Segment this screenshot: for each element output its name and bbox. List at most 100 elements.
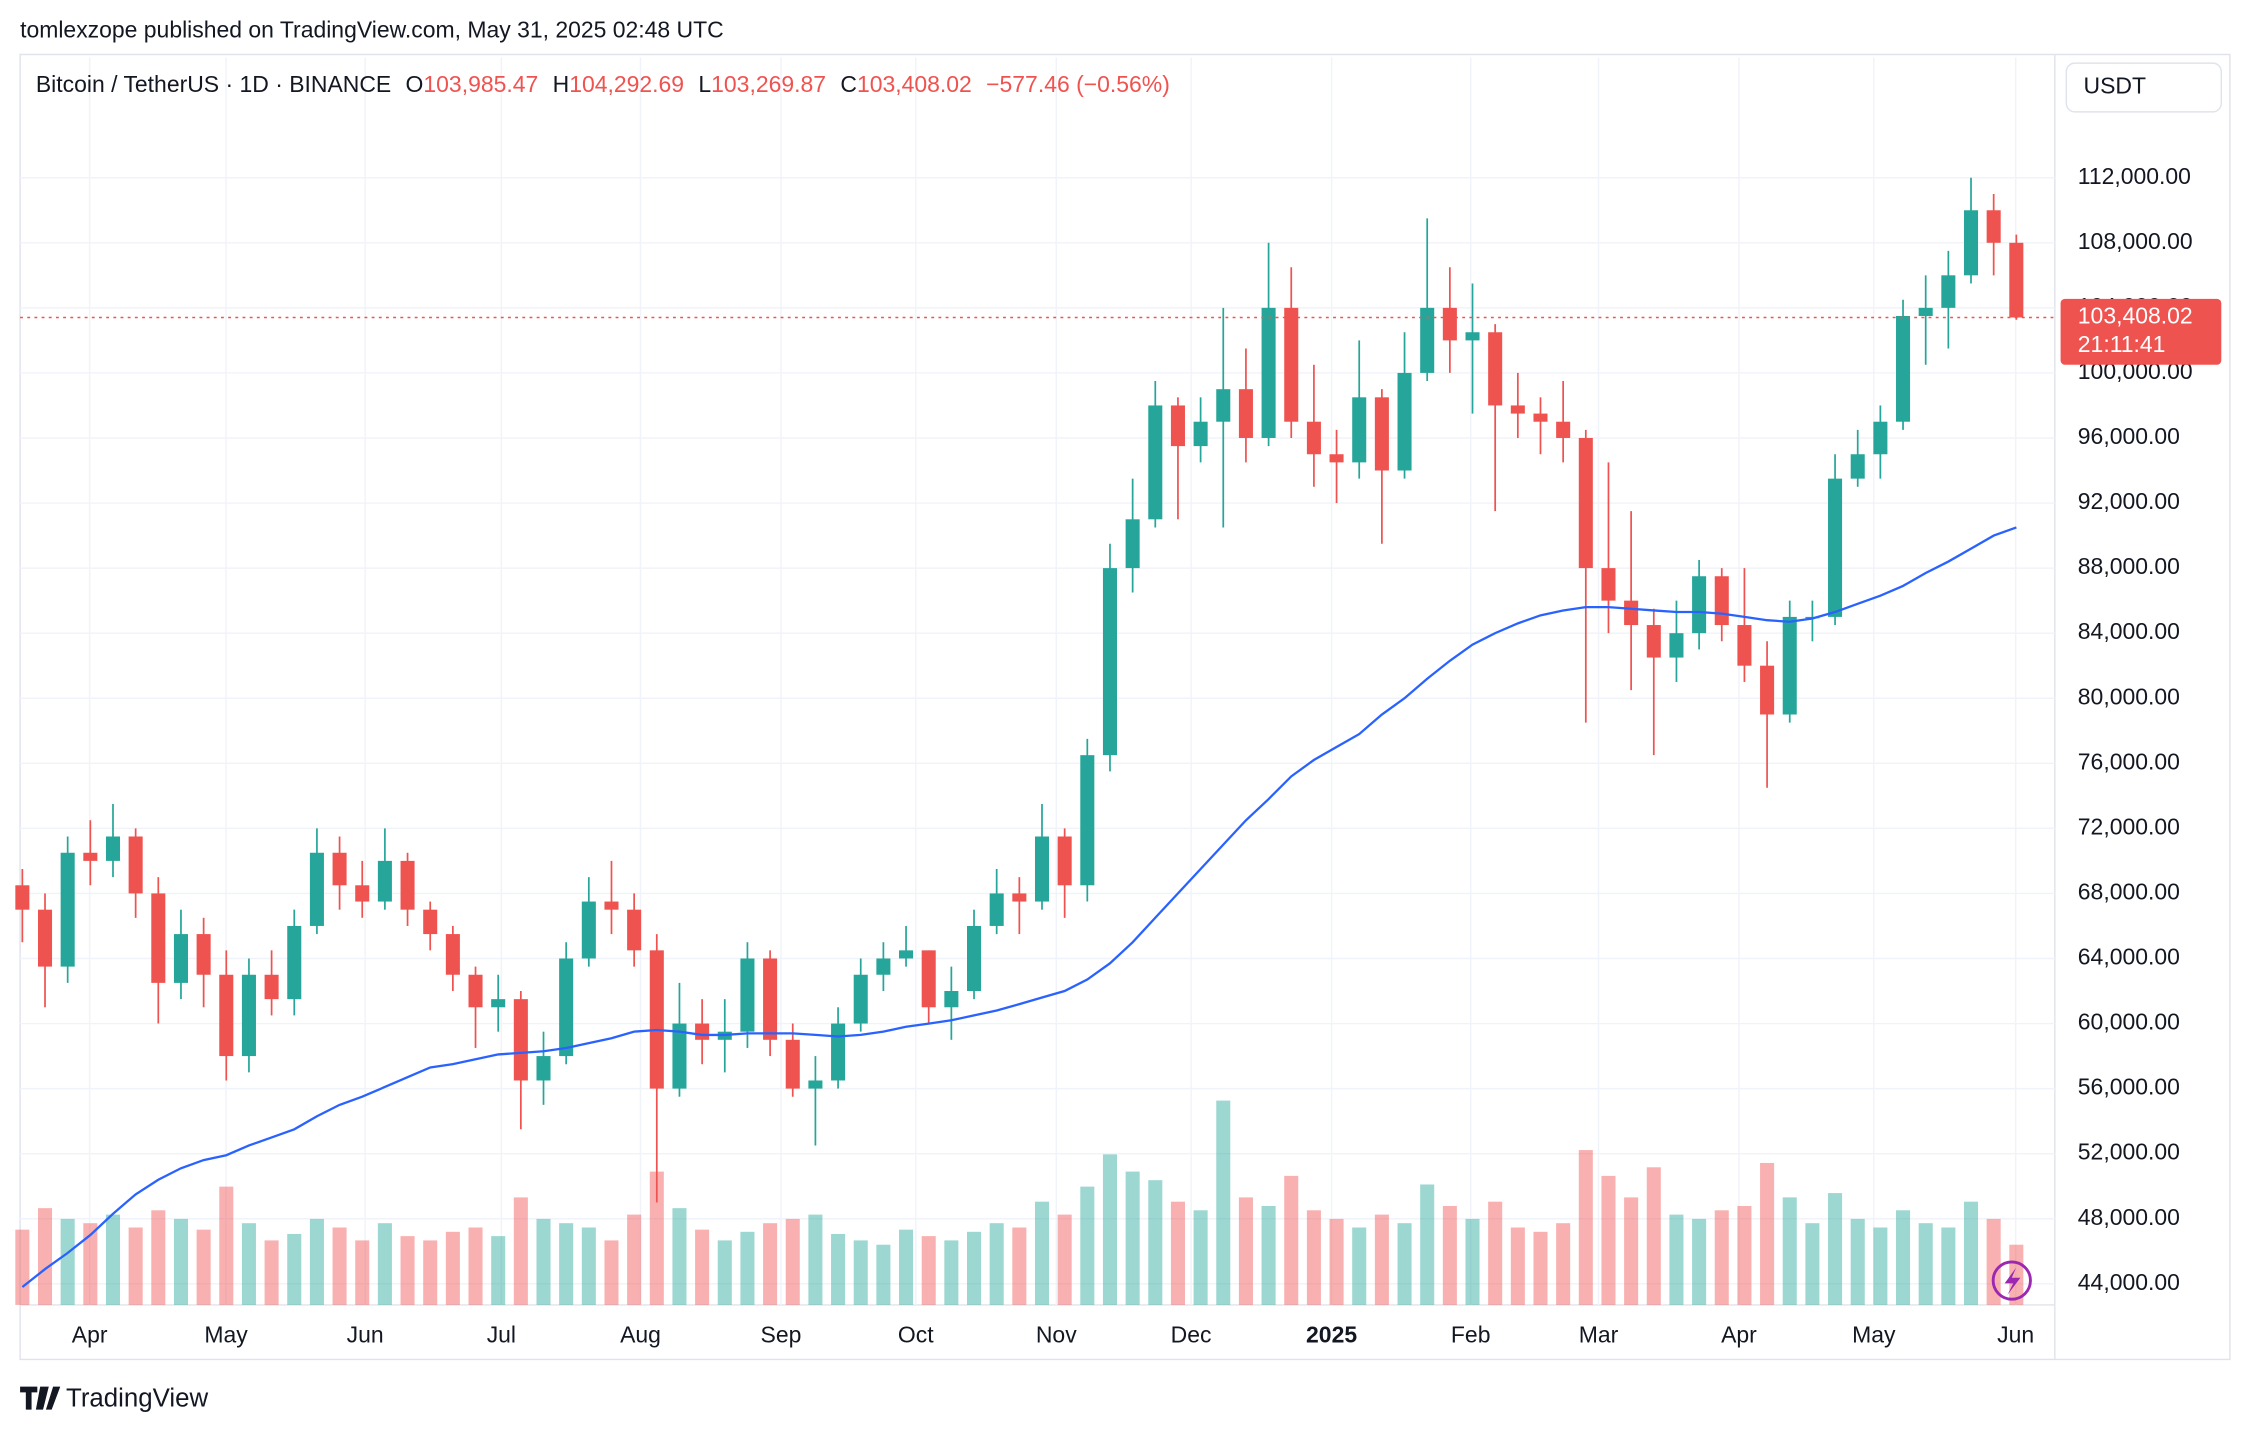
candle-body [1238,389,1253,438]
candle-body [1601,568,1616,601]
ohlc-value: 104,292.69 [569,71,684,97]
candle-body [649,950,664,1089]
candle-body [899,950,914,959]
y-tick-label: 112,000.00 [2078,163,2191,189]
x-tick-label: May [1852,1322,1896,1348]
volume-bar [423,1240,438,1305]
candle-body [1714,576,1729,626]
candle-body [1918,307,1933,316]
y-tick-label: 88,000.00 [2078,553,2180,579]
x-tick-label: Jul [487,1322,516,1348]
symbol: Bitcoin / TetherUS · 1D · BINANCE [36,71,391,97]
volume-bar [1624,1197,1639,1305]
candle-body [1963,210,1979,276]
volume-bar [1125,1171,1140,1305]
candle-body [1692,576,1707,634]
candle-body [1646,625,1661,658]
volume-bar [1170,1201,1185,1305]
candle-body [1465,332,1480,341]
candle-body [400,860,415,910]
volume-bar [332,1227,347,1305]
volume-bar [491,1236,506,1305]
volume-bar [1782,1197,1797,1305]
candle-body [989,893,1004,926]
volume-bar [581,1227,596,1305]
candle-body [627,909,642,951]
volume-bar [400,1236,415,1305]
volume-bar [37,1208,53,1305]
volume-bar [1692,1218,1707,1305]
ohlc-value: 103,269.87 [711,71,826,97]
volume-bar [1442,1205,1457,1305]
x-tick-label: Apr [1721,1322,1757,1348]
candle-body [1261,307,1276,438]
x-tick-label: Feb [1451,1322,1491,1348]
candle-body [105,836,121,861]
y-tick-label: 64,000.00 [2078,944,2180,970]
candle-body [1193,421,1208,447]
x-tick-label: Apr [72,1322,108,1348]
attribution: tomlexzope published on TradingView.com,… [20,17,724,43]
volume-bar [1057,1214,1072,1305]
candle-body [944,991,959,1008]
volume-bar [1918,1223,1933,1305]
volume-bar [536,1218,551,1305]
candle-body [1442,307,1457,341]
candle-body [1488,332,1503,406]
candle-layer [15,177,2024,1288]
volume-bar [1601,1175,1616,1305]
candle-body [196,934,211,975]
candle-body [1737,625,1752,666]
candle-body [1329,454,1344,463]
ohlc-value: 103,985.47 [423,71,538,97]
candle-body [1873,421,1888,455]
volume-bar [1896,1210,1911,1305]
last-price-box [2060,298,2222,365]
ohlc-label: L [698,71,711,97]
candle-body [808,1080,823,1089]
candle-body [1669,633,1684,658]
volume-bar [1465,1218,1480,1305]
candle-body [536,1056,551,1081]
volume-bar [128,1227,143,1305]
candle-body [219,974,234,1057]
volume-bar [15,1229,30,1305]
candle-body [1624,600,1639,626]
volume-bar [649,1171,664,1305]
volume-bar [196,1229,211,1305]
volume-bar [853,1240,868,1305]
y-tick-label: 96,000.00 [2078,423,2180,449]
volume-bar [445,1231,460,1305]
currency[interactable]: USDT [2084,73,2146,99]
brand: TradingView [66,1384,208,1412]
candle-body [1420,307,1435,373]
currency-button[interactable] [2065,62,2223,113]
volume-bar [1374,1214,1389,1305]
volume-bar [672,1208,687,1305]
candle-body [1306,421,1321,455]
y-tick-label: 52,000.00 [2078,1139,2180,1165]
volume-bar [1828,1193,1843,1305]
y-tick-label: 80,000.00 [2078,683,2180,709]
ohlc-label: O [406,71,424,97]
alert-icon[interactable] [1991,1260,2032,1301]
y-tick-label: 76,000.00 [2078,748,2180,774]
grid-layer [20,57,2055,1305]
candle-body [763,958,778,1040]
volume-bar [1012,1227,1027,1305]
volume-bar [1148,1180,1163,1305]
candle-body [1896,315,1911,422]
x-tick-label: Jun [347,1322,384,1348]
candle-body [355,885,370,902]
volume-bar [1510,1227,1525,1305]
candle-body [581,901,596,959]
candle-body [1170,405,1185,447]
candle-body [1034,836,1050,902]
candle-body [921,950,936,1008]
volume-bar [151,1210,166,1305]
candle-body [853,974,868,1024]
volume-bar [1080,1186,1095,1305]
volume-bar [785,1218,800,1305]
candle-body [1782,616,1797,715]
candle-body [1986,210,2001,243]
